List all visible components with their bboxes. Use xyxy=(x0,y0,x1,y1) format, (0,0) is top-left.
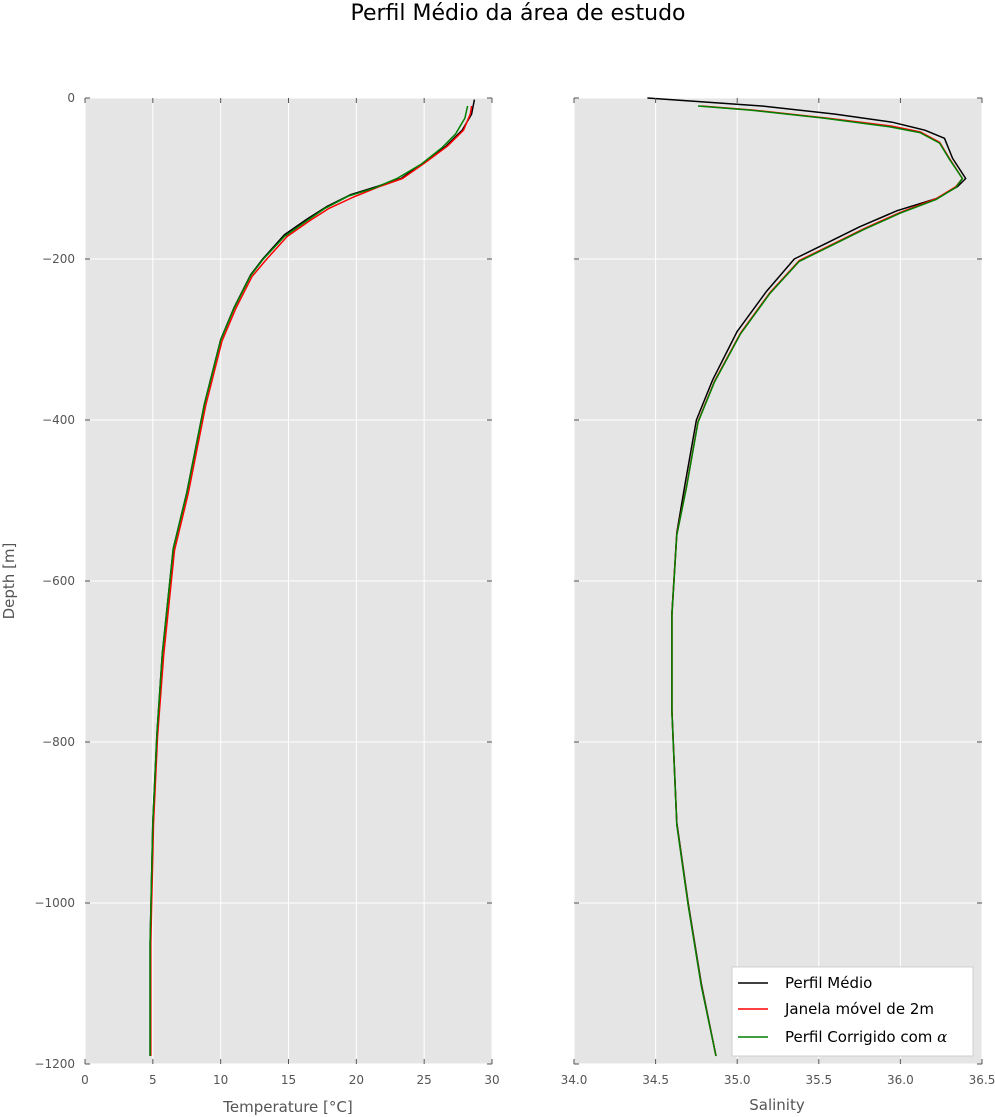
y-tick-label: 0 xyxy=(67,91,75,105)
x-tick-label: 35.5 xyxy=(805,1073,832,1087)
y-tick-label: −1200 xyxy=(34,1057,75,1071)
x-tick-label: 15 xyxy=(281,1073,296,1087)
x-tick-label: 36.0 xyxy=(887,1073,914,1087)
depth-ylabel: Depth [m] xyxy=(0,543,18,620)
legend: Perfil Médio Janela móvel de 2m Perfil C… xyxy=(731,966,974,1057)
salinity-xlabel: Salinity xyxy=(749,1096,805,1114)
temperature-lines xyxy=(149,99,476,1056)
x-tick-label: 36.5 xyxy=(969,1073,995,1087)
y-tick-label: −200 xyxy=(42,252,75,266)
legend-label-perfil-medio: Perfil Médio xyxy=(785,974,872,992)
x-tick-label: 35.0 xyxy=(724,1073,751,1087)
salinity-panel: 34.0 34.5 35.0 35.5 36.0 36.5 Salinity xyxy=(561,97,995,1114)
x-tick-label: 0 xyxy=(81,1073,89,1087)
y-tick-label: −600 xyxy=(42,574,75,588)
x-tick-label: 25 xyxy=(417,1073,432,1087)
legend-frame xyxy=(731,966,974,1057)
legend-label-janela-movel: Janela móvel de 2m xyxy=(784,1000,934,1018)
x-tick-label: 34.0 xyxy=(561,1073,588,1087)
salinity-lines xyxy=(647,97,967,1057)
alpha-symbol: α xyxy=(937,1028,947,1046)
legend-label-perfil-corrigido: Perfil Corrigido com α xyxy=(785,1028,947,1046)
y-tick-label: −400 xyxy=(42,413,75,427)
series-line-perfil-corrigido-com xyxy=(149,105,469,1056)
temperature-ticks: 0 5 10 15 20 25 30 0 −200 −400 −600 −800 −1000 −1200 xyxy=(34,91,499,1087)
temperature-xlabel: Temperature [°C] xyxy=(222,1098,352,1116)
x-tick-label: 30 xyxy=(484,1073,499,1087)
x-tick-label: 5 xyxy=(149,1073,157,1087)
series-line-perfil-corrigido-com xyxy=(671,105,964,1057)
y-tick-label: −1000 xyxy=(34,896,75,910)
figure-title: Perfil Médio da área de estudo xyxy=(350,1,685,26)
x-tick-label: 10 xyxy=(213,1073,228,1087)
y-tick-label: −800 xyxy=(42,735,75,749)
series-line-janela-m-vel-de-2m xyxy=(150,105,473,1056)
legend-label-perfil-corrigido-text: Perfil Corrigido com xyxy=(785,1028,937,1046)
salinity-ticks: 34.0 34.5 35.0 35.5 36.0 36.5 xyxy=(561,97,995,1087)
x-tick-label: 20 xyxy=(349,1073,364,1087)
x-tick-label: 34.5 xyxy=(642,1073,669,1087)
temperature-panel: 0 5 10 15 20 25 300−200−400−600−800−1000−1200 … xyxy=(0,91,500,1116)
